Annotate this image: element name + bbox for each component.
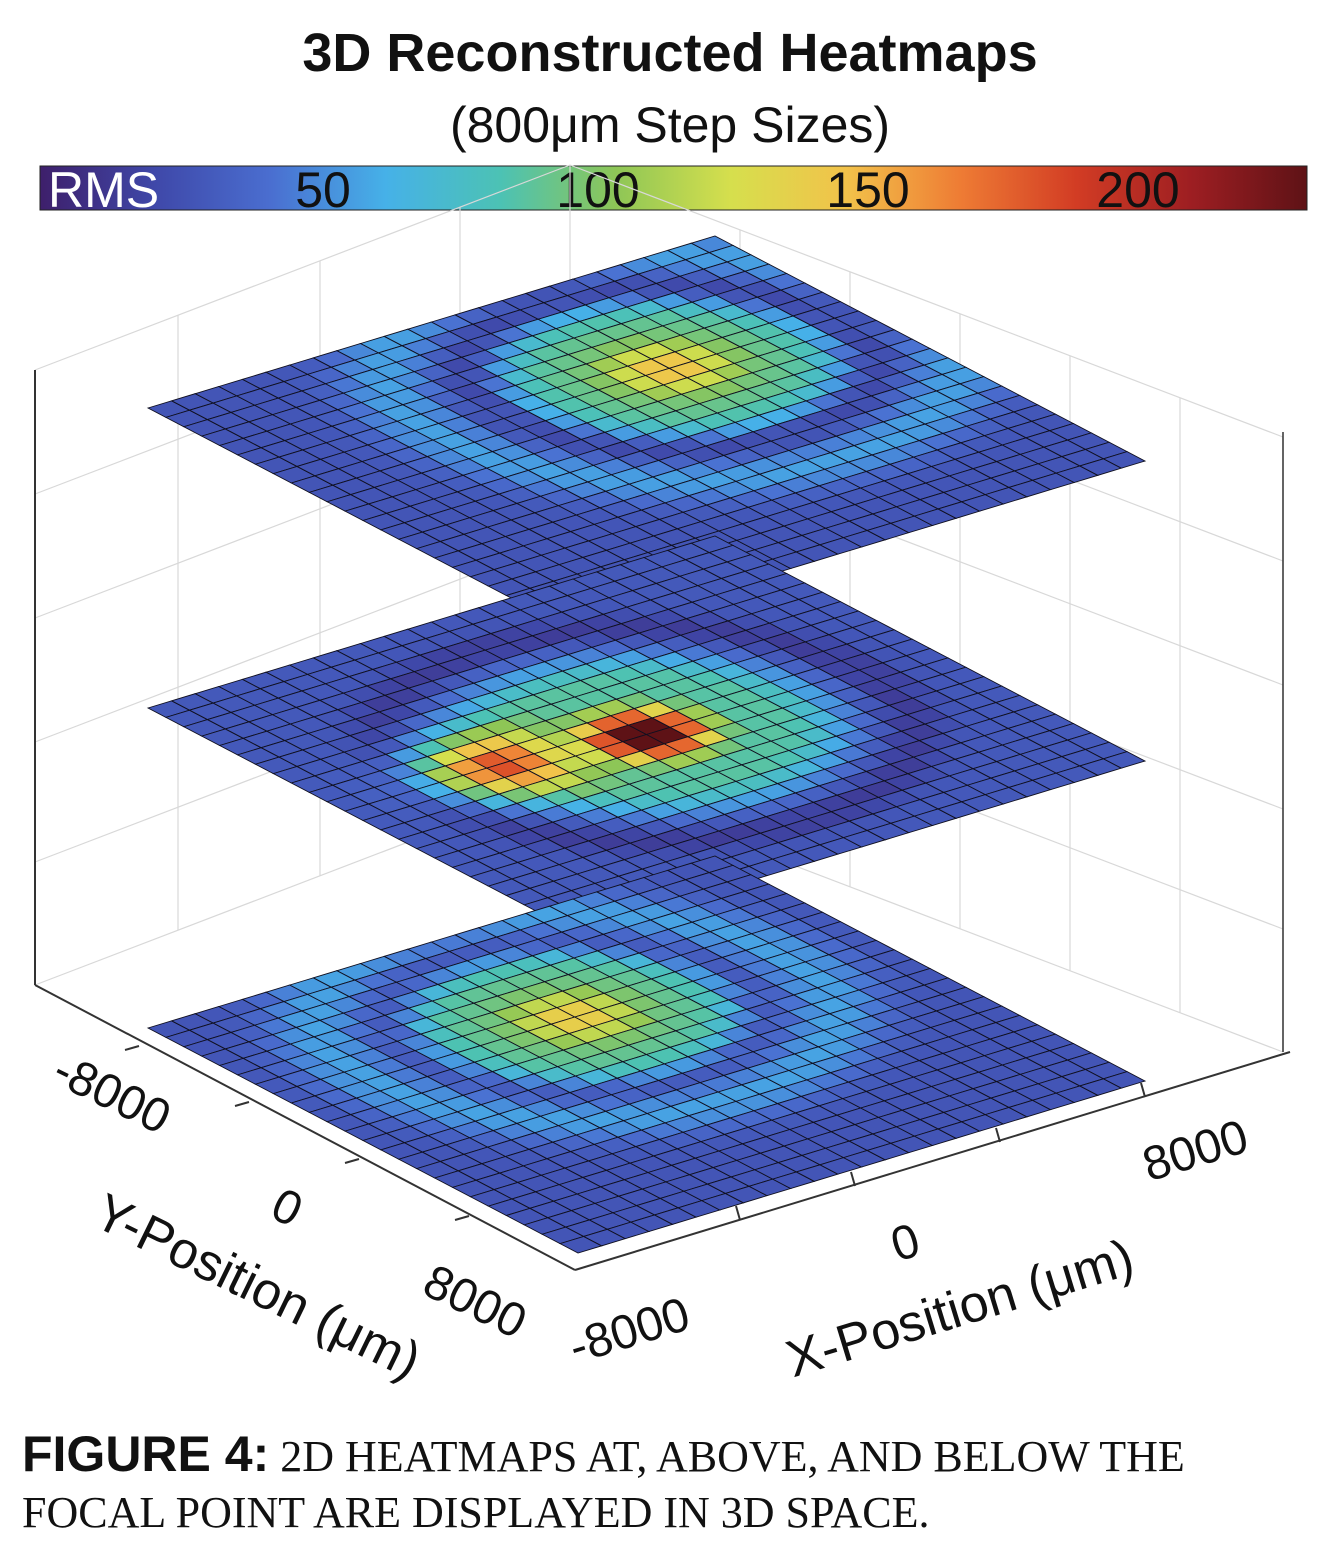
grid-line xyxy=(569,164,1284,438)
x-tick-label: -8000 xyxy=(563,1288,696,1375)
y-tick-mark xyxy=(344,1158,360,1164)
colorbar-tick-label: 150 xyxy=(826,162,909,218)
caption-text: 2D HEATMAPS AT, ABOVE, AND BELOW THE FOC… xyxy=(22,1432,1185,1537)
y-tick-label: -8000 xyxy=(45,1043,179,1144)
x-axis-line xyxy=(574,1051,1291,1271)
colorbar-tick-label: 50 xyxy=(295,162,351,218)
colorbar-gradient xyxy=(39,165,1308,211)
colorbar-tick-label: 200 xyxy=(1096,162,1179,218)
grid-line xyxy=(34,164,571,371)
chart-title: 3D Reconstructed Heatmaps xyxy=(302,23,1038,83)
heatmap-cell xyxy=(1102,1071,1147,1089)
y-tick-mark xyxy=(454,1215,470,1221)
heatmap-layer xyxy=(146,235,1147,634)
y-axis-label: Y-Position (μm) xyxy=(85,1183,429,1391)
axes-frame xyxy=(34,370,1291,1271)
x-tick-mark xyxy=(850,1171,856,1187)
colorbar-label: RMS xyxy=(48,162,159,218)
y-tick-label: 8000 xyxy=(415,1255,534,1349)
x-tick-mark xyxy=(735,1205,741,1221)
y-tick-label: 0 xyxy=(263,1178,310,1237)
caption-label: FIGURE 4: xyxy=(22,1426,270,1482)
heatmap-layer xyxy=(146,855,1147,1254)
colorbar: RMS 50 100 150 200 xyxy=(39,162,1308,218)
heatmap-layers xyxy=(146,235,1147,1254)
heatmap-cell xyxy=(1102,451,1147,469)
x-axis-label: X-Position (μm) xyxy=(780,1228,1141,1389)
x-tick-label: 8000 xyxy=(1137,1110,1255,1192)
chart-subtitle: (800μm Step Sizes) xyxy=(449,97,891,153)
y-tick-mark xyxy=(234,1101,250,1107)
heatmap-layer xyxy=(146,535,1147,934)
y-tick-mark xyxy=(124,1045,140,1051)
heatmap-3d-plot: RMS 50 100 150 200 -8000 0 8000 Y-Positi… xyxy=(34,162,1308,1391)
colorbar-tick-label: 100 xyxy=(556,162,639,218)
figure-caption: FIGURE 4: 2D HEATMAPS AT, ABOVE, AND BEL… xyxy=(22,1426,1312,1541)
y-axis-line xyxy=(34,984,576,1271)
heatmap-cell xyxy=(1102,751,1147,769)
x-tick-mark xyxy=(1140,1082,1146,1098)
x-tick-mark xyxy=(995,1127,1001,1143)
x-tick-label: 0 xyxy=(885,1214,926,1272)
